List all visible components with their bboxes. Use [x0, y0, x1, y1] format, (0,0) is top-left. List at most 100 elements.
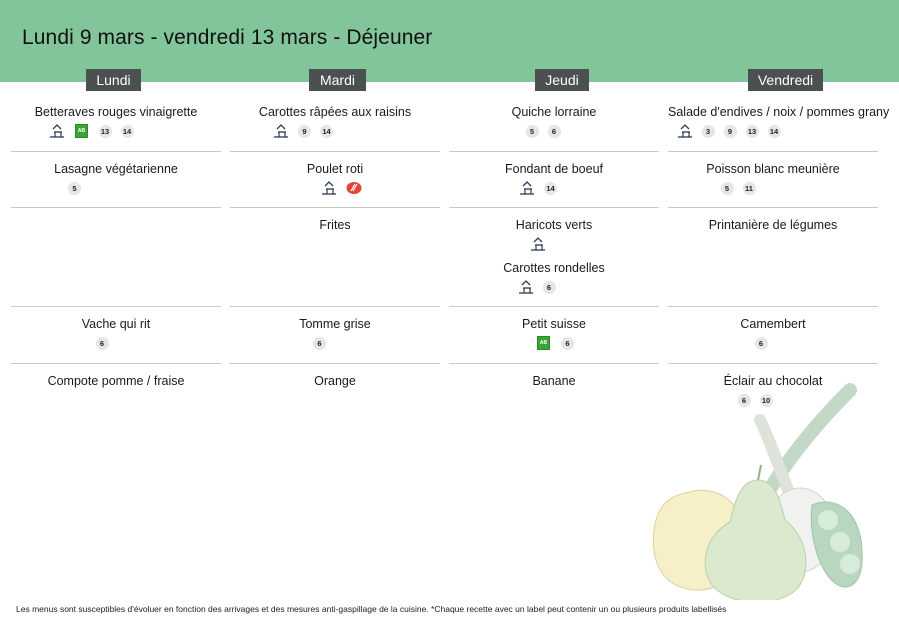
menu-item: Éclair au chocolat 6 10 [668, 373, 878, 408]
menu-cell: Camembert 6 [668, 316, 878, 351]
row-separator [230, 306, 440, 307]
dish-name: Camembert [740, 317, 806, 331]
bio-icon: AB [74, 124, 90, 138]
dish-labels: 5 [11, 180, 221, 196]
allergen-badge: 6 [95, 336, 109, 350]
allergen-badge: 5 [68, 181, 81, 195]
menu-cell: Haricots verts Carottes rondelles 6 [449, 217, 659, 295]
dish-name: Fondant de boeuf [505, 162, 603, 176]
menu-item: Petit suisse AB 6 [449, 316, 659, 351]
allergen-badge: 14 [544, 181, 557, 195]
menu-item: Carottes rondelles 6 [449, 260, 659, 295]
menu-cell: Quiche lorraine 5 6 [449, 104, 659, 139]
row-separator [230, 363, 440, 364]
menu-item: Tomme grise 6 [230, 316, 440, 351]
menu-cell: Poisson blanc meunière 5 11 [668, 161, 878, 196]
dish-labels: 9 14 [230, 123, 440, 139]
dish-name: Salade d'endives / noix / pommes grany [668, 105, 890, 119]
dish-labels: 6 [449, 279, 659, 295]
row-separator [230, 207, 440, 208]
menu-cell: Carottes râpées aux raisins 9 14 [230, 104, 440, 139]
allergen-badge: 6 [737, 393, 751, 407]
menu-cell: Éclair au chocolat 6 10 [668, 373, 878, 408]
dish-name: Petit suisse [522, 317, 586, 331]
menu-item: Banane [449, 373, 659, 389]
header-banner [0, 0, 899, 82]
menu-cell: Vache qui rit 6 [11, 316, 221, 351]
dish-labels: 6 [668, 335, 878, 351]
menu-item: Compote pomme / fraise [11, 373, 221, 389]
menu-cell: Petit suisse AB 6 [449, 316, 659, 351]
menu-cell: Salade d'endives / noix / pommes grany 3 9… [668, 104, 890, 139]
dish-name: Frites [319, 218, 351, 232]
page-title: Lundi 9 mars - vendredi 13 mars - Déjeun… [22, 26, 433, 49]
dish-labels: 6 [230, 335, 440, 351]
menu-cell: Fondant de boeuf 14 [449, 161, 659, 196]
menu-cell: Poulet roti [230, 161, 440, 196]
menu-cell: Compote pomme / fraise [11, 373, 221, 389]
day-header-vendredi: Vendredi [748, 69, 823, 91]
menu-item: Fondant de boeuf 14 [449, 161, 659, 196]
fait-maison-icon [518, 280, 534, 294]
menu-cell: Frites [230, 217, 440, 233]
menu-item: Vache qui rit 6 [11, 316, 221, 351]
menu-item: Printanière de légumes [668, 217, 878, 233]
menu-item: Haricots verts [449, 217, 659, 252]
row-separator [449, 306, 659, 307]
day-header-jeudi: Jeudi [535, 69, 589, 91]
dish-name: Printanière de légumes [708, 218, 838, 232]
dish-name: Lasagne végétarienne [54, 162, 178, 176]
allergen-badge: 13 [98, 124, 112, 138]
day-header-lundi: Lundi [86, 69, 141, 91]
dish-labels: 5 11 [668, 180, 878, 196]
fait-maison-icon [519, 181, 535, 195]
dish-labels: AB 6 [449, 335, 659, 351]
menu-cell: Orange [230, 373, 440, 389]
dish-labels: 6 [11, 335, 221, 351]
menu-item: Salade d'endives / noix / pommes grany 3 9… [668, 104, 890, 139]
svg-text:AB: AB [540, 340, 548, 346]
row-separator [11, 207, 221, 208]
dish-name: Haricots verts [515, 218, 593, 232]
dish-name: Compote pomme / fraise [47, 374, 185, 388]
allergen-badge: 6 [542, 280, 556, 294]
allergen-badge: 10 [759, 393, 773, 407]
dish-labels [230, 180, 440, 196]
dish-name: Carottes râpées aux raisins [258, 105, 412, 119]
menu-cell: Betteraves rouges vinaigrette AB 13 14 [11, 104, 221, 139]
svg-text:AB: AB [77, 128, 85, 134]
row-separator [449, 151, 659, 152]
allergen-badge: 6 [754, 336, 768, 350]
allergen-badge: 14 [320, 124, 333, 138]
allergen-badge: 6 [313, 336, 326, 350]
allergen-badge: 14 [767, 124, 781, 138]
dish-labels: 3 9 13 14 [668, 123, 878, 139]
dish-name: Banane [532, 374, 576, 388]
dish-name: Éclair au chocolat [723, 374, 823, 388]
menu-item: Lasagne végétarienne 5 [11, 161, 221, 196]
bio-icon: AB [536, 336, 552, 350]
menu-item: Betteraves rouges vinaigrette AB 13 14 [11, 104, 221, 139]
dish-name: Tomme grise [299, 317, 371, 331]
dish-name: Orange [314, 374, 356, 388]
footer-note: Les menus sont susceptibles d'évoluer en… [16, 604, 727, 614]
menu-cell: Tomme grise 6 [230, 316, 440, 351]
dish-name: Quiche lorraine [511, 105, 597, 119]
menu-item: Camembert 6 [668, 316, 878, 351]
fait-maison-icon [530, 237, 546, 251]
dish-name: Betteraves rouges vinaigrette [34, 105, 198, 119]
allergen-badge: 5 [720, 181, 734, 195]
dish-labels [449, 236, 659, 252]
row-separator [668, 151, 878, 152]
allergen-badge: 6 [547, 124, 561, 138]
menu-item: Carottes râpées aux raisins 9 14 [230, 104, 440, 139]
allergen-badge: 13 [745, 124, 759, 138]
allergen-badge: 11 [742, 181, 756, 195]
dish-labels: 6 10 [668, 392, 878, 408]
dish-labels: 14 [449, 180, 659, 196]
menu-item: Poisson blanc meunière 5 11 [668, 161, 878, 196]
dish-name: Poulet roti [306, 162, 364, 176]
allergen-badge: 3 [701, 124, 715, 138]
row-separator [230, 151, 440, 152]
